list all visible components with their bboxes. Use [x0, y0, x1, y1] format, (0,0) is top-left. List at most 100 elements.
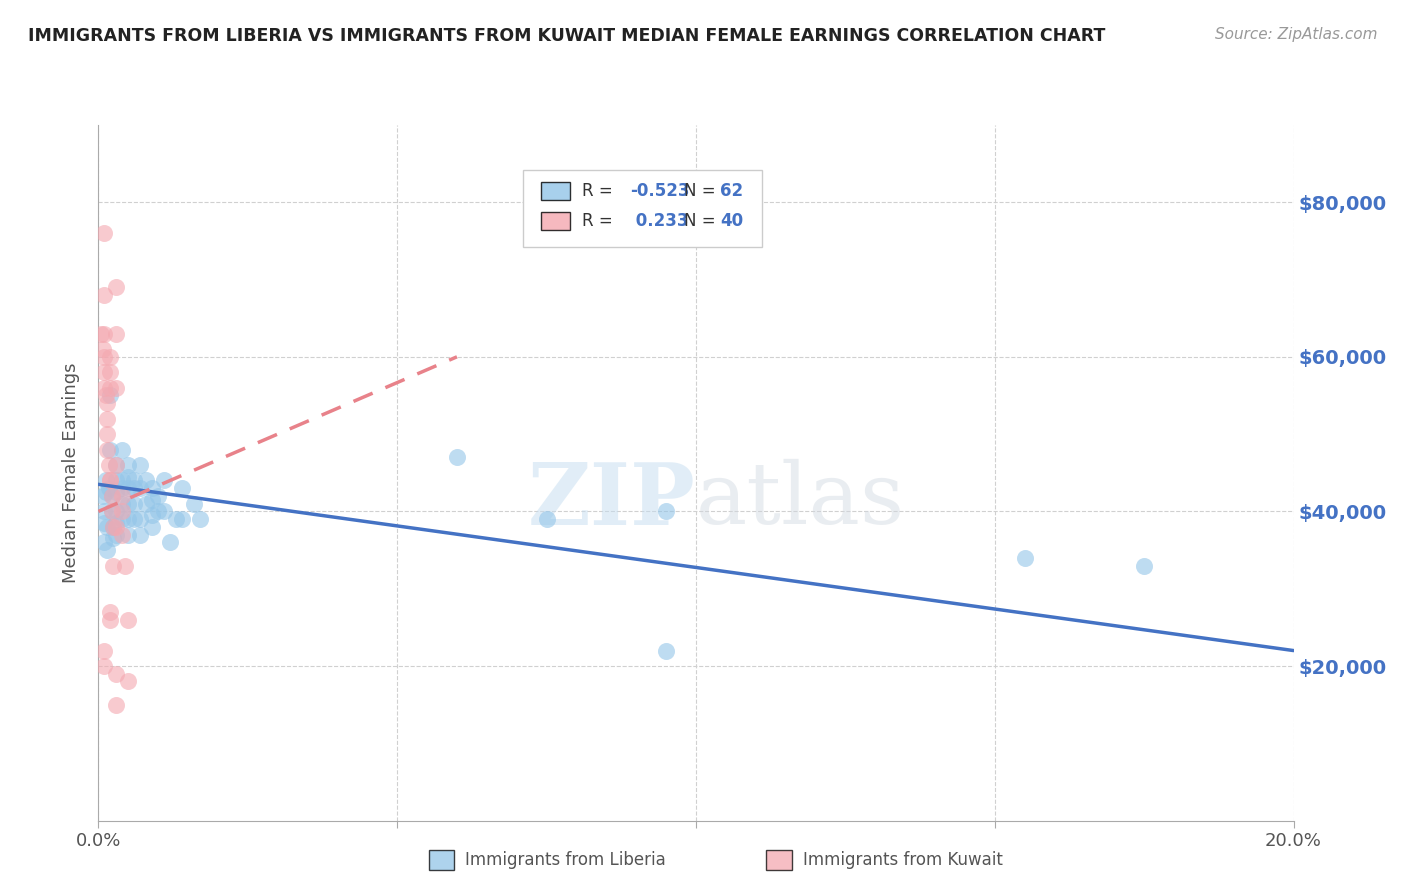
- Text: N =: N =: [685, 182, 721, 200]
- Point: [111, 442, 134, 457]
- Text: ZIP: ZIP: [529, 458, 696, 542]
- Text: N =: N =: [685, 212, 721, 230]
- Point: [117, 674, 139, 689]
- Point: [129, 481, 152, 495]
- Point: [100, 474, 122, 488]
- Text: R =: R =: [582, 212, 619, 230]
- Point: [100, 442, 122, 457]
- Point: [100, 474, 122, 488]
- Text: atlas: atlas: [696, 459, 905, 542]
- FancyBboxPatch shape: [766, 850, 792, 870]
- Point: [103, 558, 125, 573]
- Point: [1014, 550, 1036, 565]
- Point: [96, 427, 118, 442]
- Text: 62: 62: [720, 182, 742, 200]
- FancyBboxPatch shape: [540, 212, 571, 229]
- Point: [129, 512, 152, 526]
- Point: [148, 489, 170, 503]
- Text: Immigrants from Liberia: Immigrants from Liberia: [465, 851, 666, 869]
- Point: [111, 512, 134, 526]
- Point: [117, 469, 139, 483]
- Point: [135, 497, 157, 511]
- Point: [100, 605, 122, 619]
- FancyBboxPatch shape: [429, 850, 454, 870]
- Point: [100, 504, 122, 518]
- Point: [91, 342, 114, 356]
- Text: Immigrants from Kuwait: Immigrants from Kuwait: [803, 851, 1002, 869]
- Point: [105, 527, 128, 541]
- Point: [98, 458, 121, 472]
- Point: [135, 474, 157, 488]
- Point: [129, 458, 152, 472]
- Point: [446, 450, 468, 465]
- Point: [172, 512, 194, 526]
- Point: [105, 516, 128, 530]
- Point: [93, 365, 115, 379]
- Point: [93, 504, 115, 518]
- Point: [117, 481, 139, 495]
- Point: [105, 280, 128, 294]
- Text: 40: 40: [720, 212, 742, 230]
- Point: [165, 512, 187, 526]
- Text: Source: ZipAtlas.com: Source: ZipAtlas.com: [1215, 27, 1378, 42]
- Point: [96, 396, 118, 410]
- Point: [105, 326, 128, 341]
- Point: [105, 458, 128, 472]
- Point: [111, 481, 134, 495]
- Point: [124, 481, 146, 495]
- Point: [93, 535, 115, 549]
- Point: [96, 543, 118, 558]
- Point: [117, 497, 139, 511]
- Point: [111, 489, 134, 503]
- Point: [103, 520, 125, 534]
- Point: [100, 350, 122, 364]
- Text: 0.233: 0.233: [630, 212, 689, 230]
- Point: [105, 381, 128, 395]
- Point: [111, 497, 134, 511]
- Point: [100, 381, 122, 395]
- Point: [93, 381, 115, 395]
- Point: [655, 504, 678, 518]
- Point: [141, 520, 163, 534]
- FancyBboxPatch shape: [540, 182, 571, 200]
- Point: [148, 504, 170, 518]
- Point: [93, 516, 115, 530]
- Y-axis label: Median Female Earnings: Median Female Earnings: [62, 362, 80, 583]
- Point: [105, 458, 128, 472]
- Point: [100, 489, 122, 503]
- Point: [114, 558, 136, 573]
- Point: [536, 512, 558, 526]
- Point: [105, 474, 128, 488]
- Point: [100, 613, 122, 627]
- Point: [94, 474, 117, 488]
- Point: [117, 527, 139, 541]
- Point: [100, 504, 122, 518]
- Point: [105, 520, 128, 534]
- Point: [100, 489, 122, 503]
- Point: [96, 485, 118, 500]
- Point: [91, 489, 114, 503]
- Point: [117, 512, 139, 526]
- Point: [188, 512, 211, 526]
- Point: [90, 326, 112, 341]
- Text: -0.523: -0.523: [630, 182, 690, 200]
- Point: [153, 504, 176, 518]
- Point: [93, 326, 115, 341]
- Point: [96, 520, 118, 534]
- Point: [111, 504, 134, 518]
- Point: [124, 474, 146, 488]
- Point: [93, 288, 115, 302]
- Point: [96, 442, 118, 457]
- Point: [93, 659, 115, 673]
- Point: [103, 520, 125, 534]
- Point: [111, 474, 134, 488]
- Point: [105, 698, 128, 712]
- Point: [153, 474, 176, 488]
- Point: [93, 226, 115, 240]
- Point: [124, 497, 146, 511]
- Point: [183, 497, 205, 511]
- Point: [129, 527, 152, 541]
- Point: [96, 411, 118, 425]
- Point: [93, 643, 115, 657]
- Point: [141, 492, 163, 507]
